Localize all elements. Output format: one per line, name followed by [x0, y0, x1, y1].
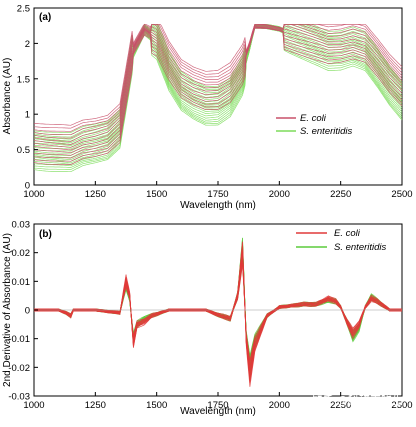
panel-a-y-tick-label: 1.5	[17, 74, 30, 85]
panel-a-spectrum-e-coli	[34, 23, 403, 126]
panel-a-y-tick-label: 1	[25, 110, 30, 121]
panel-a-x-tick-label: 2250	[330, 189, 351, 200]
panel-b-legend-label-s-enteritidis: S. enteritidis	[334, 242, 387, 253]
panel-a-y-tick-label: 0	[25, 181, 30, 192]
panel-a-spectrum-e-coli	[33, 26, 403, 148]
panel-a-x-tick-label: 2500	[391, 189, 412, 200]
panel-b-y-tick-label: -0.01	[8, 334, 30, 345]
panel-a-x-tick-label: 1500	[146, 189, 167, 200]
panel-a-spectrum-s-enteritidis	[33, 28, 403, 173]
panel-b-x-tick-label: 2250	[330, 400, 351, 411]
panel-a-spectrum-e-coli	[33, 26, 403, 151]
panel-a-y-tick-label: 0.5	[17, 145, 30, 156]
panel-b-spectrum-e-coli	[34, 241, 403, 387]
panel-b-x-tick-label: 1500	[146, 400, 167, 411]
panel-a-spectrum-s-enteritidis	[33, 26, 403, 167]
panel-a-spectrum-e-coli	[33, 27, 403, 162]
panel-a-spectrum-s-enteritidis	[33, 27, 403, 168]
panel-a-spectrum-s-enteritidis	[33, 24, 403, 146]
panel-a-spectrum-e-coli	[33, 28, 403, 165]
panel-b-y-tick-label: 0.03	[12, 220, 31, 231]
panel-b-legend: E. coli S. enteritidis	[296, 228, 387, 253]
panel-b-x-tick-label: 1250	[85, 400, 106, 411]
panel-a-legend-label-s-enteritidis: S. enteritidis	[300, 126, 353, 137]
panel-a-spectrum-s-enteritidis	[33, 23, 403, 138]
panel-a-spectrum-e-coli	[33, 26, 403, 153]
panel-b: 1000 1250 1500 1750 2000 2250 2500 -0.03 -0.02 -0…	[2, 220, 413, 418]
panel-a-spectrum-e-coli	[33, 23, 403, 136]
panel-b-y-tick-label: 0	[25, 306, 30, 317]
panel-a-x-axis-label: Wavelength (nm)	[180, 200, 256, 211]
panel-b-x-tick-label: 1750	[207, 400, 228, 411]
panel-a-spectrum-e-coli	[33, 23, 403, 129]
panel-a-x-tick-label: 1250	[85, 189, 106, 200]
panel-b-x-tick-label: 2000	[269, 400, 290, 411]
panel-a-spectrum-s-enteritidis	[33, 27, 403, 170]
panel-a-spectrum-e-coli	[33, 23, 403, 132]
panel-a-spectrum-e-coli	[33, 26, 403, 156]
panel-a-spectra	[33, 23, 403, 173]
panel-a-spectrum-e-coli	[33, 26, 403, 145]
panel-a-ticks: 1000 1250 1500 1750 2000 2250 2500 0 0.5 1 1.5 2 2.5	[17, 4, 413, 201]
panel-a-spectrum-e-coli	[33, 25, 403, 142]
panel-a-spectrum-s-enteritidis	[33, 27, 403, 160]
panel-b-y-tick-label: 0.01	[12, 277, 31, 288]
panel-b-ticks: 1000 1250 1500 1750 2000 2250 2500 -0.03 -0.02 -0…	[8, 220, 412, 412]
panel-a-spectrum-e-coli	[33, 23, 403, 139]
panel-b-y-axis-label: 2nd Derivative of Absorbance (AU)	[2, 233, 13, 387]
panel-a-x-tick-label: 1000	[23, 189, 44, 200]
panel-a-spectrum-s-enteritidis	[33, 23, 403, 136]
panel-a-spectrum-s-enteritidis	[33, 23, 403, 144]
panel-b-x-tick-label: 2500	[391, 400, 412, 411]
panel-b-legend-label-e-coli: E. coli	[334, 228, 361, 239]
panel-b-x-axis-label: Wavelength (nm)	[180, 406, 256, 417]
panel-b-y-tick-label: 0.02	[12, 248, 31, 259]
panel-a: 1000 1250 1500 1750 2000 2250 2500 0 0.5 1 1.5 2 2.5…	[2, 4, 413, 212]
watermark-text: 知乎 @科研百晓生	[312, 393, 403, 407]
panel-a-spectrum-s-enteritidis	[33, 27, 403, 164]
panel-b-y-tick-label: -0.02	[8, 363, 30, 374]
panel-b-label: (b)	[39, 229, 52, 240]
panel-a-y-axis-label: Absorbance (AU)	[2, 58, 13, 135]
panel-a-legend: E. coli S. enteritidis	[276, 113, 353, 137]
panel-a-legend-label-e-coli: E. coli	[300, 113, 327, 124]
panel-a-x-tick-label: 1750	[207, 189, 228, 200]
panel-a-y-tick-label: 2.5	[17, 4, 30, 15]
panel-a-spectrum-e-coli	[33, 26, 403, 159]
panel-b-x-tick-label: 1000	[23, 400, 44, 411]
panel-b-y-tick-label: -0.03	[8, 392, 30, 403]
panel-a-x-tick-label: 2000	[269, 189, 290, 200]
panel-a-label: (a)	[39, 12, 51, 23]
panel-a-y-tick-label: 2	[25, 39, 30, 50]
